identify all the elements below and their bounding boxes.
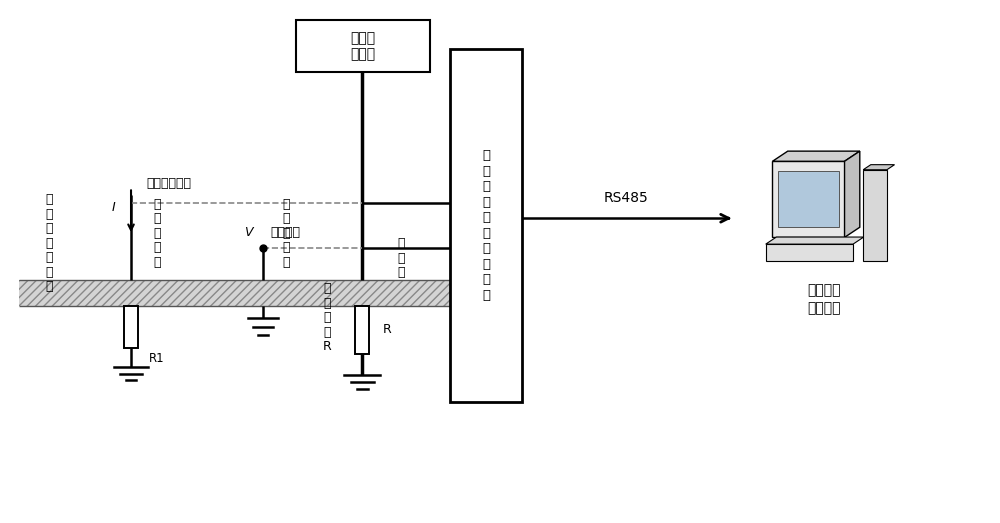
Bar [450,49,522,402]
Bar [19,280,455,306]
Bar [778,172,839,227]
Text: 地
线
电
阻
在
线
测
量
模
块: 地 线 电 阻 在 线 测 量 模 块 [482,150,490,302]
Polygon shape [766,237,864,244]
Bar [772,161,845,237]
Text: R: R [382,323,391,336]
Text: 地线电阻
监测终端: 地线电阻 监测终端 [807,283,841,315]
Text: RS485: RS485 [603,191,648,206]
Text: 辅
助
电
压
极: 辅 助 电 压 极 [283,198,290,269]
Text: 辅
助
电
流
极
电
阻: 辅 助 电 流 极 电 阻 [46,193,53,293]
Text: I: I [111,201,115,214]
Bar [863,170,887,261]
Text: 恒定电流注入: 恒定电流注入 [146,177,191,190]
Bar [19,280,455,306]
Text: V: V [244,225,253,238]
Bar [124,306,138,348]
Bar [296,20,430,72]
Polygon shape [863,165,895,170]
Bar [355,306,369,354]
Polygon shape [772,151,860,161]
Text: 接
地
点: 接 地 点 [397,237,405,279]
Text: 地
线
电
阻
R: 地 线 电 阻 R [323,282,332,353]
Polygon shape [766,244,853,261]
Text: 设备或
建筑物: 设备或 建筑物 [350,31,375,61]
Text: 辅
助
电
流
极: 辅 助 电 流 极 [153,198,160,269]
Text: 取样电压: 取样电压 [271,225,301,238]
Polygon shape [845,151,860,237]
Text: R1: R1 [149,351,165,365]
